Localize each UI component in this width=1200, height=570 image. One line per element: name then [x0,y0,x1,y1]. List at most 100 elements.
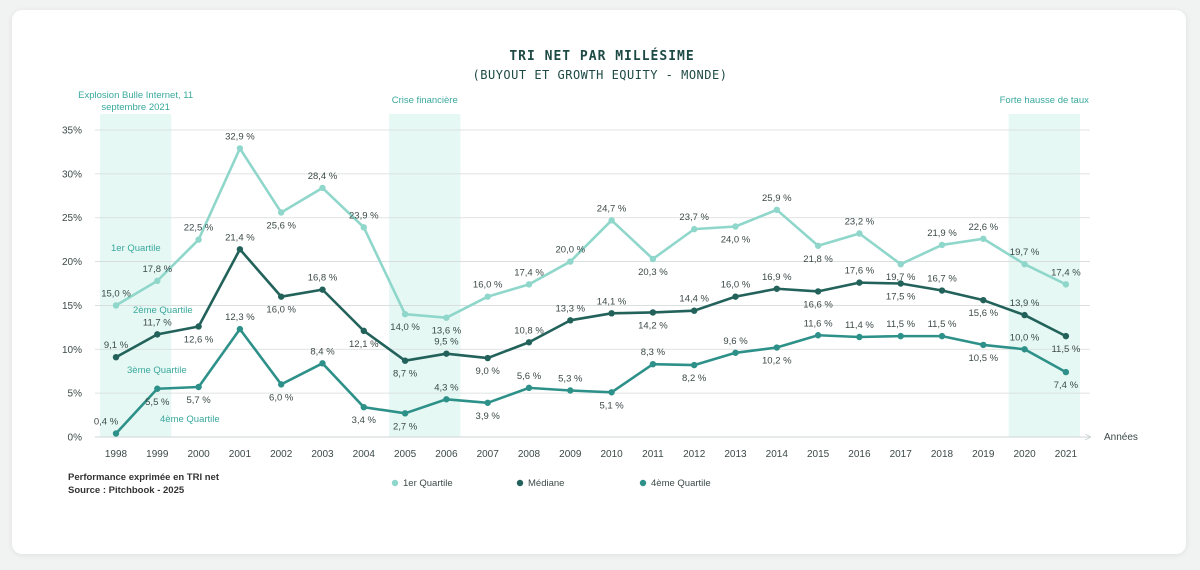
data-label: 9,5 % [434,337,459,348]
data-point [980,296,987,304]
data-label: 5,7 % [186,395,211,406]
data-label: 17,4 % [514,267,544,278]
data-point [112,302,120,309]
data-point [938,332,946,340]
x-tick-label: 2014 [766,449,789,460]
data-label: 11,4 % [845,320,874,331]
data-point [980,235,987,242]
annotation-4eme-quartile: 4ème Quartile [160,414,220,425]
data-label: 16,0 % [721,280,751,291]
data-label: 22,5 % [184,223,214,234]
data-point [649,360,657,368]
data-point [195,383,202,391]
x-tick-label: 2005 [394,449,417,460]
data-label: 13,9 % [1010,298,1040,309]
y-tick-label: 35% [62,126,82,137]
data-point [608,217,615,224]
data-label: 5,6 % [517,371,542,382]
data-label: 5,1 % [599,400,624,411]
data-point [195,236,202,243]
data-point [856,279,863,286]
data-point [319,360,326,367]
x-tick-label: 2011 [642,449,664,460]
data-point [1062,368,1070,376]
data-label: 14,2 % [638,320,668,331]
x-tick-label: 2001 [229,449,252,460]
data-label: 23,7 % [679,212,709,223]
y-tick-label: 0% [68,433,83,444]
footnote-source: Source : Pitchbook - 2025 [68,485,185,496]
data-point [897,332,904,340]
data-point [856,333,863,341]
data-label: 16,0 % [266,305,296,316]
highlight-band [1008,114,1080,437]
data-label: 9,6 % [723,336,748,347]
data-point [814,332,822,339]
data-label: 10,5 % [969,353,999,364]
data-point [1021,311,1028,319]
data-point [732,223,739,230]
data-point [980,341,987,349]
highlight-band [389,114,461,437]
data-label: 16,6 % [803,299,833,310]
data-point [154,385,161,392]
data-point [484,293,491,300]
x-tick-label: 2012 [683,449,706,460]
data-point [649,255,657,263]
footnote-performance: Performance exprimée en TRI net [68,472,220,483]
data-point [732,349,739,356]
data-point [691,361,698,369]
data-point [773,344,780,351]
chart-subtitle: (BUYOUT ET GROWTH EQUITY - MONDE) [473,68,728,82]
series-line [115,327,1067,435]
data-label: 11,7 % [143,317,172,328]
data-label: 13,6 % [432,326,462,337]
data-label: 12,3 % [225,312,255,323]
y-tick-label: 30% [62,169,82,180]
data-label: 8,7 % [393,369,418,380]
data-point [278,381,285,388]
x-tick-label: 2016 [848,449,871,460]
legend-marker [639,479,647,487]
data-label: 15,6 % [969,308,999,319]
data-point [608,389,615,396]
data-label: 5,5 % [145,397,170,408]
data-label: 17,6 % [845,266,875,277]
data-point [938,287,946,294]
data-label: 23,2 % [845,217,875,228]
x-tick-label: 1999 [146,449,169,460]
data-label: 11,6 % [804,318,833,329]
data-label: 11,5 % [886,319,915,330]
data-label: 15,0 % [101,288,131,299]
x-tick-label: 2013 [724,449,747,460]
data-point [938,241,946,249]
data-label: 25,9 % [762,193,792,204]
data-point [897,261,904,268]
data-label: 3,4 % [352,415,377,426]
data-label: 12,6 % [184,334,214,345]
data-label: 21,4 % [225,232,255,243]
data-label: 20,3 % [638,267,668,278]
data-point [236,325,244,333]
data-point [814,288,822,295]
data-point [360,403,367,411]
data-point [195,323,202,330]
data-point [567,317,574,324]
data-point [1021,261,1028,268]
x-tick-label: 2007 [477,449,500,460]
data-label: 10,0 % [1010,332,1040,343]
data-point [401,311,409,318]
data-point [525,281,533,288]
data-label: 22,6 % [969,222,999,233]
data-point [154,277,161,285]
annotation-2eme-quartile: 2ème Quartile [133,305,193,316]
data-label: 19,7 % [1010,247,1040,258]
data-label: 17,5 % [886,292,916,303]
data-label: 12,1 % [349,339,379,350]
data-point [1062,332,1070,340]
data-label: 14,4 % [679,294,709,305]
data-point [484,399,491,406]
legend-label: Médiane [528,478,564,489]
annotation-3eme-quartile: 3ème Quartile [127,365,187,376]
y-tick-label: 20% [62,257,82,268]
